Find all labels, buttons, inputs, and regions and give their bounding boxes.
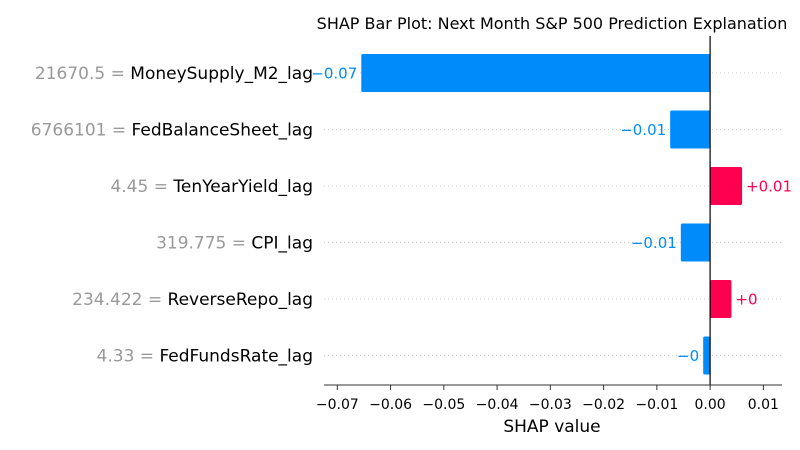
x-tick-label: −0.04 bbox=[476, 397, 519, 413]
feature-value: 319.775 = bbox=[156, 234, 251, 254]
feature-label: 21670.5 = MoneySupply_M2_lag bbox=[35, 64, 313, 84]
shap-bar bbox=[670, 110, 711, 149]
x-tick-label: −0.05 bbox=[422, 397, 465, 413]
feature-name: FedBalanceSheet_lag bbox=[132, 121, 313, 141]
feature-value: 4.45 = bbox=[110, 177, 173, 197]
shap-bar bbox=[703, 336, 711, 375]
x-tick-label: 0.01 bbox=[748, 397, 779, 413]
x-tick-label: −0.06 bbox=[369, 397, 412, 413]
bar-value-label: +0.01 bbox=[746, 178, 792, 196]
x-axis-label: SHAP value bbox=[503, 417, 600, 437]
x-tick-label: −0.03 bbox=[529, 397, 572, 413]
bar-value-label: −0.01 bbox=[631, 234, 677, 252]
bar-value-label: +0 bbox=[735, 291, 757, 309]
feature-label: 319.775 = CPI_lag bbox=[156, 234, 313, 254]
chart-title: SHAP Bar Plot: Next Month S&P 500 Predic… bbox=[317, 14, 788, 33]
x-tick-label: −0.07 bbox=[316, 397, 359, 413]
bars: −0.07 −0.01 +0.01 −0.01 +0 −0 bbox=[311, 54, 792, 375]
feature-name: FedFundsRate_lag bbox=[159, 347, 313, 367]
feature-label: 234.422 = ReverseRepo_lag bbox=[72, 290, 313, 310]
bar-value-label: −0.01 bbox=[620, 121, 666, 139]
feature-value: 234.422 = bbox=[72, 290, 167, 310]
feature-name: TenYearYield_lag bbox=[172, 177, 313, 197]
shap-bar bbox=[710, 280, 732, 318]
x-tick-label: 0.00 bbox=[695, 397, 726, 413]
feature-name: MoneySupply_M2_lag bbox=[130, 64, 313, 84]
feature-name: CPI_lag bbox=[251, 234, 313, 254]
feature-labels: 21670.5 = MoneySupply_M2_lag 6766101 = Fe… bbox=[31, 64, 313, 367]
feature-label: 6766101 = FedBalanceSheet_lag bbox=[31, 121, 313, 141]
x-axis: −0.07 −0.06 −0.05 −0.04 −0.03 −0.02 −0.01 0.00 0… bbox=[316, 36, 782, 413]
feature-value: 4.33 = bbox=[97, 347, 160, 367]
shap-bar bbox=[680, 223, 711, 262]
feature-value: 6766101 = bbox=[31, 121, 132, 141]
feature-label: 4.45 = TenYearYield_lag bbox=[110, 177, 313, 197]
feature-label: 4.33 = FedFundsRate_lag bbox=[97, 347, 313, 367]
bar-value-label: −0.07 bbox=[311, 65, 357, 83]
x-tick-label: −0.01 bbox=[635, 397, 678, 413]
shap-bar bbox=[710, 167, 743, 205]
feature-value: 21670.5 = bbox=[35, 64, 130, 84]
shap-bar bbox=[361, 54, 711, 92]
feature-name: ReverseRepo_lag bbox=[168, 290, 313, 310]
bar-value-label: −0 bbox=[677, 347, 699, 365]
x-tick-label: −0.02 bbox=[582, 397, 625, 413]
